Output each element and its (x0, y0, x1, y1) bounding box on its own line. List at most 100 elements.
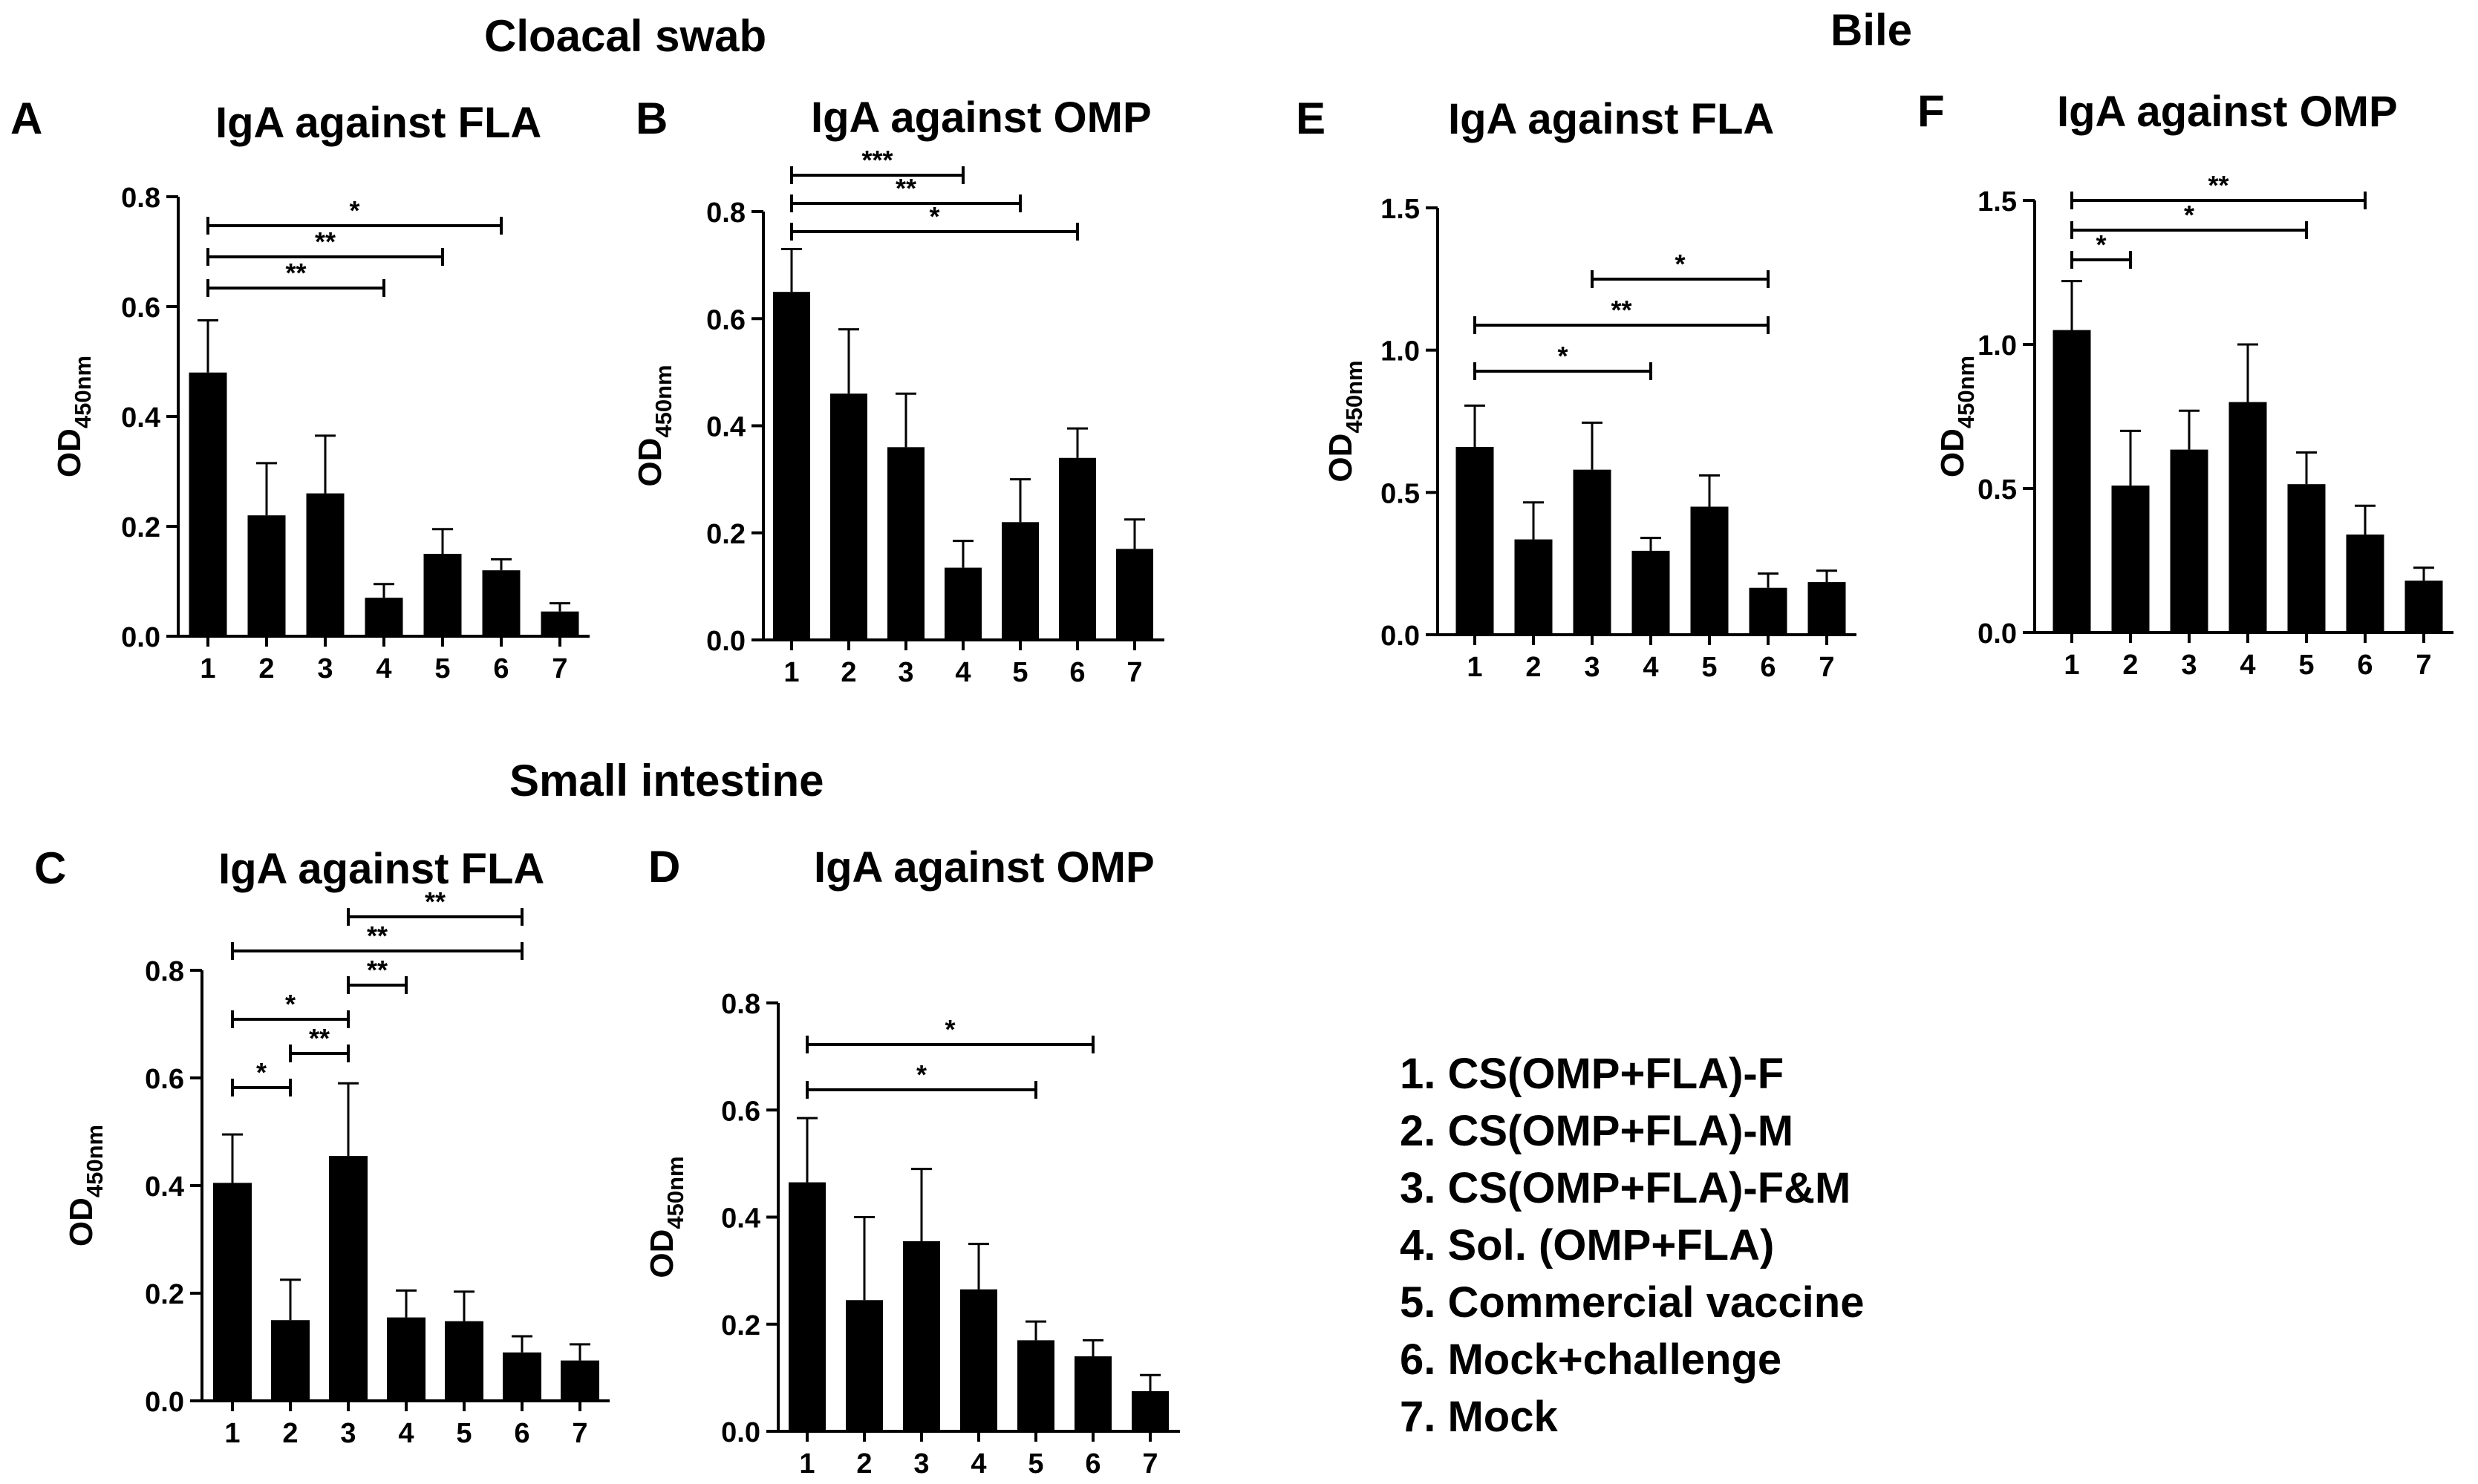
x-tick-label: 2 (1525, 652, 1541, 683)
x-tick-label: 4 (376, 653, 391, 684)
x-tick-label: 6 (1069, 657, 1085, 688)
x-tick-label: 1 (783, 657, 799, 688)
bar (830, 393, 867, 640)
y-tick-label: 0.2 (121, 512, 160, 543)
legend-item-6: 6. Mock+challenge (1400, 1336, 1782, 1384)
y-tick-label: 0.8 (721, 989, 760, 1020)
significance-label: * (2096, 229, 2106, 260)
y-axis-label-main: OD (644, 1229, 680, 1278)
panel-letter: A (10, 94, 42, 143)
bar (387, 1317, 426, 1401)
y-tick-label: 0.4 (121, 402, 160, 434)
bar (189, 372, 227, 636)
significance-label: ** (367, 921, 388, 951)
chart-title: IgA against OMP (2057, 88, 2398, 136)
x-tick-label: 4 (398, 1418, 414, 1449)
y-tick-label: 0.2 (721, 1310, 760, 1341)
y-axis-label: OD450nm (632, 365, 676, 486)
bar (2228, 402, 2267, 633)
section-title-small-intestine: Small intestine (509, 756, 824, 805)
x-tick-label: 5 (1012, 657, 1028, 688)
significance-label: *** (861, 145, 893, 175)
panel-b: B IgA against OMP OD450nm 0.0 0.2 0.4 0.6 0.8 1 2… (632, 94, 1164, 688)
significance-label: * (1557, 341, 1568, 371)
x-tick-label: 1 (200, 653, 215, 684)
x-tick-label: 7 (572, 1418, 587, 1449)
chart-title: IgA against OMP (814, 843, 1155, 892)
y-tick-label: 0.4 (145, 1171, 184, 1203)
chart-title: IgA against OMP (811, 94, 1152, 142)
y-tick-label: 0.6 (721, 1096, 760, 1127)
bar (1075, 1356, 1112, 1431)
x-tick-label: 3 (1584, 652, 1600, 683)
y-axis-label-main: OD (51, 428, 88, 477)
y-axis-label-subscript: 450nm (70, 356, 96, 428)
bar (1002, 522, 1039, 640)
bar (1116, 549, 1153, 640)
legend-item-7: 7. Mock (1400, 1393, 1558, 1441)
bar (445, 1321, 483, 1401)
x-tick-label: 6 (514, 1418, 529, 1449)
y-tick-label: 0.6 (121, 292, 160, 324)
significance-label: ** (896, 173, 916, 203)
x-tick-label: 5 (456, 1418, 472, 1449)
legend-item-5: 5. Commercial vaccine (1400, 1278, 1865, 1327)
bar (2404, 581, 2443, 633)
y-tick-label: 0.4 (721, 1203, 760, 1235)
x-tick-label: 6 (493, 653, 509, 684)
bar (561, 1360, 599, 1401)
y-axis-label-main: OD (1934, 428, 1971, 477)
x-tick-label: 7 (1126, 657, 1142, 688)
significance-label: * (256, 1057, 267, 1088)
bar (1514, 539, 1553, 635)
x-tick-label: 2 (282, 1418, 298, 1449)
bar (247, 515, 286, 636)
bar (1749, 587, 1787, 635)
bar (2170, 449, 2208, 633)
y-axis-label: OD450nm (644, 1156, 688, 1278)
bar (213, 1183, 252, 1401)
panel-letter: B (636, 94, 668, 143)
bar (1132, 1390, 1169, 1431)
x-tick-label: 4 (971, 1448, 986, 1480)
significance-label: * (1675, 249, 1685, 279)
y-axis-label-subscript: 450nm (662, 1156, 688, 1229)
x-tick-label: 4 (2240, 650, 2255, 681)
y-axis-label-subscript: 450nm (1953, 356, 1979, 428)
x-tick-label: 4 (955, 657, 971, 688)
x-tick-label: 7 (1142, 1448, 1158, 1480)
y-tick-label: 0.2 (706, 519, 746, 550)
bar (1573, 469, 1611, 635)
bar (482, 570, 521, 636)
y-axis-label: OD450nm (1323, 360, 1367, 482)
y-tick-label: 0.0 (121, 622, 160, 653)
significance-label: ** (1611, 295, 1631, 325)
y-axis-label: OD450nm (1934, 356, 1979, 477)
bar (2052, 330, 2091, 633)
y-tick-label: 0.5 (1977, 474, 2017, 506)
y-axis-label-main: OD (1323, 434, 1359, 483)
significance-label: ** (315, 226, 336, 257)
x-tick-label: 5 (2298, 650, 2314, 681)
x-tick-label: 2 (258, 653, 274, 684)
x-tick-label: 3 (913, 1448, 929, 1480)
bar (1059, 457, 1096, 640)
y-tick-label: 1.5 (1977, 186, 2017, 218)
x-tick-label: 5 (1701, 652, 1717, 683)
panel-d: D IgA against OMP OD450nm 0.0 0.2 0.4 0.6 0.8 1 2… (644, 842, 1180, 1480)
y-tick-label: 0.8 (706, 197, 746, 229)
significance-label: ** (285, 258, 306, 288)
legend-item-2: 2. CS(OMP+FLA)-M (1400, 1107, 1794, 1155)
y-tick-label: 0.8 (145, 956, 184, 987)
significance-label: ** (425, 886, 446, 917)
y-tick-label: 0.6 (145, 1064, 184, 1095)
bar (903, 1241, 940, 1431)
y-axis-label-subscript: 450nm (1341, 360, 1367, 433)
bar (1455, 447, 1494, 635)
y-axis-label: OD450nm (63, 1125, 108, 1246)
y-axis-label-subscript: 450nm (82, 1125, 108, 1197)
